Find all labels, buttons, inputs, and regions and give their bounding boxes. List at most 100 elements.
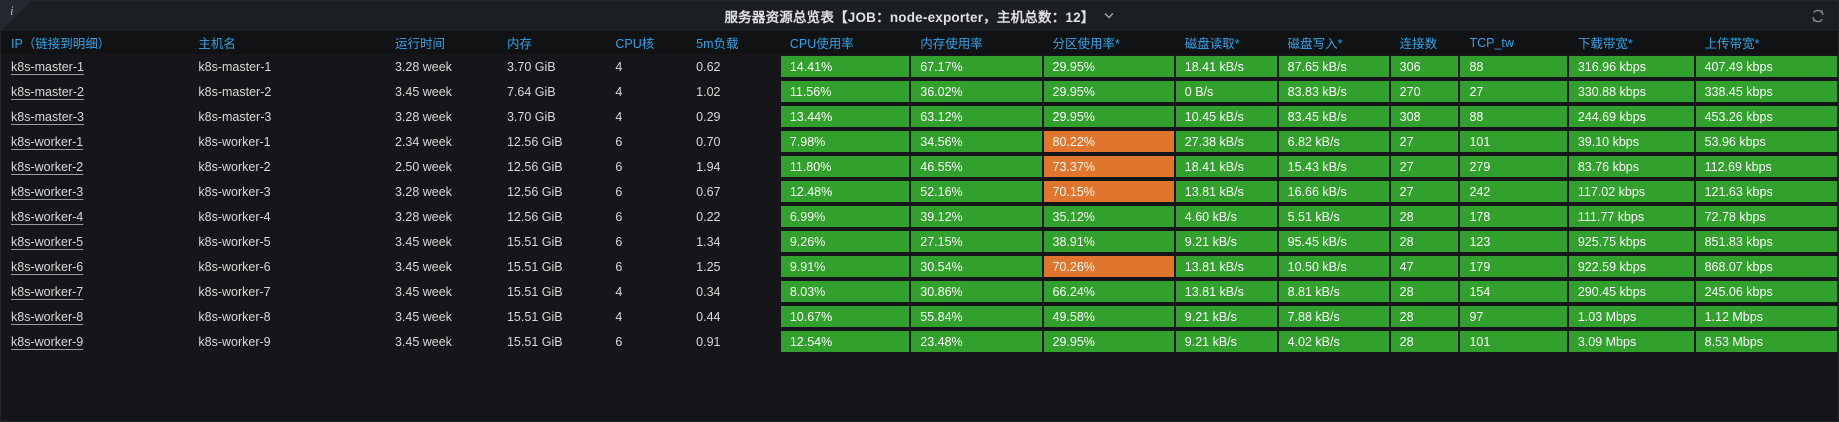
panel-title[interactable]: 服务器资源总览表【JOB：node-exporter，主机总数：12】 — [724, 10, 1095, 25]
metric-cell: 7.88 kB/s — [1278, 306, 1389, 327]
ip-detail-link[interactable]: k8s-master-2 — [11, 84, 84, 99]
column-header-6[interactable]: 5m负载 — [696, 37, 739, 51]
cell: 29.95% — [1043, 79, 1175, 104]
panel-header[interactable]: 服务器资源总览表【JOB：node-exporter，主机总数：12】 — [1, 1, 1838, 31]
metric-cell: 39.10 kbps — [1568, 131, 1694, 152]
cell: 30.54% — [910, 254, 1042, 279]
metric-cell: 27.38 kB/s — [1175, 131, 1277, 152]
column-header-11[interactable]: 磁盘写入* — [1287, 37, 1343, 51]
cell: 4.60 kB/s — [1175, 204, 1278, 229]
metric-cell: 279 — [1460, 156, 1567, 177]
metric-cell: 46.55% — [911, 156, 1042, 177]
ip-detail-link[interactable]: k8s-worker-2 — [11, 159, 84, 174]
cell: 3.45 week — [394, 309, 452, 324]
metric-cell: 88 — [1460, 56, 1567, 77]
refresh-button[interactable] — [1809, 8, 1827, 26]
column-header-9[interactable]: 分区使用率* — [1052, 37, 1120, 51]
metric-cell: 8.53 Mbps — [1695, 331, 1837, 352]
ip-detail-link[interactable]: k8s-worker-1 — [11, 134, 84, 149]
column-header-8[interactable]: 内存使用率 — [920, 37, 983, 51]
metric-cell: 922.59 kbps — [1568, 256, 1694, 277]
cell: 13.81 kB/s — [1175, 179, 1278, 204]
metric-cell: 27 — [1390, 156, 1459, 177]
metric-cell: 13.81 kB/s — [1175, 256, 1277, 277]
cell: 3.70 GiB — [506, 59, 556, 74]
cell: 0.91 — [696, 334, 721, 349]
cell: 242 — [1459, 179, 1567, 204]
metric-cell: 30.86% — [911, 281, 1042, 302]
cell: 83.76 kbps — [1568, 154, 1695, 179]
cell: 28 — [1390, 229, 1460, 254]
cell: 306 — [1390, 54, 1460, 79]
cell: 7.98% — [780, 129, 910, 154]
column-header-7[interactable]: CPU使用率 — [789, 37, 854, 51]
cell-ip: k8s-worker-6 — [1, 254, 188, 279]
column-header-3[interactable]: 运行时间 — [394, 37, 445, 51]
metric-cell: 316.96 kbps — [1568, 56, 1694, 77]
cell: 27 — [1390, 129, 1460, 154]
cell: 330.88 kbps — [1568, 79, 1695, 104]
metric-cell: 35.12% — [1043, 206, 1174, 227]
metric-cell: 117.02 kbps — [1568, 181, 1694, 202]
metric-cell: 9.21 kB/s — [1175, 231, 1277, 252]
column-header-12[interactable]: 连接数 — [1399, 37, 1438, 51]
cell: 868.07 kbps — [1695, 254, 1838, 279]
cell: 6 — [615, 159, 623, 174]
cell: 851.83 kbps — [1695, 229, 1838, 254]
ip-detail-link[interactable]: k8s-worker-9 — [11, 334, 84, 349]
cell: 179 — [1459, 254, 1567, 279]
cell: 0.29 — [696, 109, 721, 124]
ip-detail-link[interactable]: k8s-master-3 — [11, 109, 84, 124]
metric-cell: 11.80% — [780, 156, 910, 177]
cell: 279 — [1459, 154, 1567, 179]
ip-detail-link[interactable]: k8s-worker-8 — [11, 309, 84, 324]
metric-cell: 13.44% — [780, 106, 910, 127]
ip-detail-link[interactable]: k8s-master-1 — [11, 59, 84, 74]
column-header-10[interactable]: 磁盘读取* — [1184, 37, 1240, 51]
metric-cell: 83.45 kB/s — [1278, 106, 1389, 127]
cell: 9.21 kB/s — [1175, 329, 1278, 354]
ip-detail-link[interactable]: k8s-worker-5 — [11, 234, 84, 249]
cell: 97 — [1459, 304, 1567, 329]
cell: 3.45 week — [394, 284, 452, 299]
cell: 1.02 — [696, 84, 721, 99]
cell: 13.81 kB/s — [1175, 279, 1278, 304]
column-header-14[interactable]: 下载带宽* — [1577, 37, 1633, 51]
cell: 3.28 week — [394, 59, 452, 74]
cell: 123 — [1459, 229, 1567, 254]
column-header-1[interactable]: IP（链接到明细） — [11, 37, 111, 51]
ip-detail-link[interactable]: k8s-worker-3 — [11, 184, 84, 199]
column-header-13[interactable]: TCP_tw — [1469, 35, 1514, 50]
ip-detail-link[interactable]: k8s-worker-6 — [11, 259, 84, 274]
metric-cell: 154 — [1460, 281, 1567, 302]
cell: 70.26% — [1043, 254, 1175, 279]
cell: 121.63 kbps — [1695, 179, 1838, 204]
ip-detail-link[interactable]: k8s-worker-4 — [11, 209, 84, 224]
metric-cell: 925.75 kbps — [1568, 231, 1694, 252]
cell: 925.75 kbps — [1568, 229, 1695, 254]
column-header-5[interactable]: CPU核 — [615, 37, 655, 51]
column-header-2[interactable]: 主机名 — [198, 37, 236, 51]
metric-cell: 28 — [1390, 231, 1459, 252]
cell: 34.56% — [910, 129, 1042, 154]
metric-cell: 95.45 kB/s — [1278, 231, 1389, 252]
cell: 1.12 Mbps — [1695, 304, 1838, 329]
column-header-15[interactable]: 上传带宽* — [1704, 37, 1760, 51]
ip-detail-link[interactable]: k8s-worker-7 — [11, 284, 84, 299]
table-row: k8s-worker-4 k8s-worker-4 3.28 week 12.56 G… — [1, 204, 1838, 229]
cell: 15.51 GiB — [506, 309, 563, 324]
metric-cell: 28 — [1390, 331, 1459, 352]
cell: 3.28 week — [394, 184, 452, 199]
metric-cell: 8.03% — [780, 281, 910, 302]
metric-cell: 83.83 kB/s — [1278, 81, 1389, 102]
cell: 66.24% — [1043, 279, 1175, 304]
cell: 15.51 GiB — [506, 234, 563, 249]
cell: 112.69 kbps — [1695, 154, 1838, 179]
cell: 73.37% — [1043, 154, 1175, 179]
metric-cell: 12.54% — [780, 331, 910, 352]
cell: 6 — [615, 334, 623, 349]
column-header-4[interactable]: 内存 — [506, 37, 532, 51]
cell: 8.53 Mbps — [1695, 329, 1838, 354]
cell: 6 — [615, 259, 623, 274]
cell: k8s-worker-6 — [198, 259, 271, 274]
